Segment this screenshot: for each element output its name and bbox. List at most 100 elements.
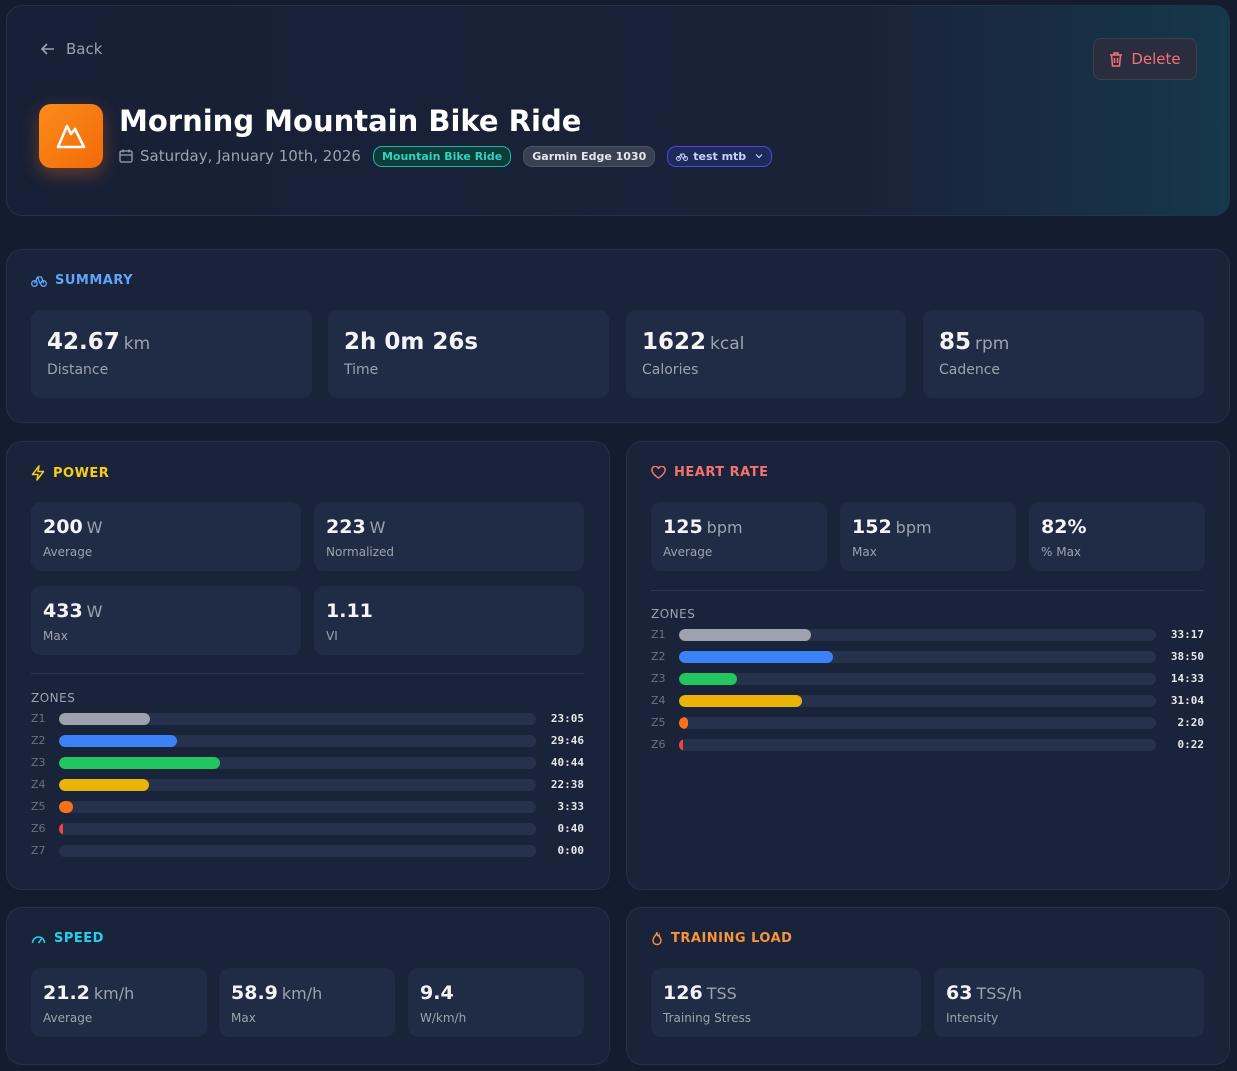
unit: TSS/h [976, 984, 1023, 1003]
zone-time: 3:33 [557, 800, 585, 813]
zones-title: ZONES [651, 607, 696, 621]
icon [1109, 51, 1123, 67]
stat-card: 1.11 VI [314, 586, 584, 655]
stat-label: Intensity [946, 1011, 999, 1025]
section-title-text: SPEED [54, 931, 104, 946]
date-text: Saturday, January 10th, 2026 [140, 147, 361, 165]
icon [56, 123, 86, 149]
zone-bar [679, 651, 833, 663]
stat-label: VI [326, 629, 338, 643]
zone-track [59, 779, 536, 791]
stat-value: 42.67 km [47, 329, 296, 355]
icon [651, 931, 663, 946]
zone-label: Z3 [651, 672, 666, 685]
value: 433 [43, 600, 83, 622]
value: 200 [43, 516, 83, 538]
zone-track [679, 717, 1156, 729]
zone-bar [679, 629, 811, 641]
stat-label: Max [231, 1011, 256, 1025]
stat-value: 58.9 km/h [231, 982, 383, 1004]
zone-track [59, 735, 536, 747]
divider [31, 673, 584, 674]
icon [40, 41, 56, 57]
zone-time: 38:50 [1170, 650, 1204, 663]
delete-button[interactable]: Delete [1093, 38, 1197, 80]
value: 82% [1041, 516, 1087, 538]
tag: Garmin Edge 1030 [523, 145, 656, 167]
zone-bar [59, 735, 177, 747]
stat-label: Distance [47, 362, 109, 378]
delete-text: Delete [1131, 50, 1181, 68]
stat-label: Average [43, 1011, 93, 1025]
stat-value: 1622 kcal [642, 329, 890, 355]
stat-card: 85 rpm Cadence [923, 310, 1204, 398]
section-title-text: POWER [53, 465, 110, 481]
zone-label: Z7 [31, 844, 46, 857]
zone-time: 40:44 [550, 756, 584, 769]
value: 85 [939, 329, 972, 355]
zone-track [59, 801, 536, 813]
unit: bpm [895, 518, 932, 537]
stat-card: 152 bpm Max [840, 502, 1016, 571]
stat-card: 433 W Max [31, 586, 301, 655]
stat-value: 9.4 [420, 982, 572, 1004]
value: 152 [852, 516, 892, 538]
tag[interactable]: test mtb [667, 145, 773, 167]
value: 2h 0m 26s [344, 329, 479, 355]
stat-card: 63 TSS/h Intensity [934, 968, 1204, 1037]
value: 9.4 [420, 982, 454, 1004]
activity-title: Morning Mountain Bike Ride [119, 104, 582, 138]
value: 58.9 [231, 982, 278, 1004]
zone-label: Z4 [31, 778, 46, 791]
value: 1622 [642, 329, 707, 355]
stat-label: Average [663, 545, 713, 559]
stat-label: Time [344, 362, 379, 378]
zone-label: Z5 [651, 716, 666, 729]
zone-label: Z2 [651, 650, 666, 663]
section-title-text: TRAINING LOAD [671, 931, 793, 946]
divider [651, 590, 1204, 591]
unit: W [369, 518, 386, 537]
stat-card: 42.67 km Distance [31, 310, 312, 398]
unit: km/h [93, 984, 135, 1003]
zone-bar [59, 823, 63, 835]
zone-track [679, 739, 1156, 751]
zone-track [59, 823, 536, 835]
icon [676, 152, 689, 161]
section-title: TRAINING LOAD [651, 931, 792, 946]
stat-label: Max [43, 629, 68, 643]
zone-label: Z3 [31, 756, 46, 769]
stat-card: 126 TSS Training Stress [651, 968, 921, 1037]
stat-value: 21.2 km/h [43, 982, 195, 1004]
zone-bar [679, 717, 689, 729]
zone-track [679, 651, 1156, 663]
icon [651, 466, 666, 479]
value: 126 [663, 982, 703, 1004]
zone-time: 0:00 [557, 844, 585, 857]
stat-card: 223 W Normalized [314, 502, 584, 571]
stat-label: Cadence [939, 362, 1001, 378]
stat-card: 58.9 km/h Max [219, 968, 395, 1037]
value: 42.67 [47, 329, 120, 355]
stat-value: 2h 0m 26s [344, 329, 593, 355]
back-link[interactable]: Back [40, 40, 102, 58]
zone-track [59, 845, 536, 857]
icon [31, 465, 45, 481]
value: 223 [326, 516, 366, 538]
zones-title: ZONES [31, 691, 76, 705]
section-title-text: HEART RATE [674, 465, 769, 480]
zone-track [59, 713, 536, 725]
section-title: HEART RATE [651, 465, 768, 480]
unit: rpm [975, 334, 1010, 354]
subtitle-row: Saturday, January 10th, 2026 Mountain Bik… [119, 145, 773, 167]
zone-bar [679, 695, 803, 707]
date: Saturday, January 10th, 2026 [119, 147, 361, 165]
zone-label: Z2 [31, 734, 46, 747]
zone-bar [59, 801, 74, 813]
zone-bar [59, 757, 221, 769]
zone-label: Z6 [31, 822, 46, 835]
icon [755, 153, 763, 159]
zone-time: 0:40 [557, 822, 585, 835]
zone-time: 22:38 [550, 778, 584, 791]
header-card [6, 5, 1230, 216]
